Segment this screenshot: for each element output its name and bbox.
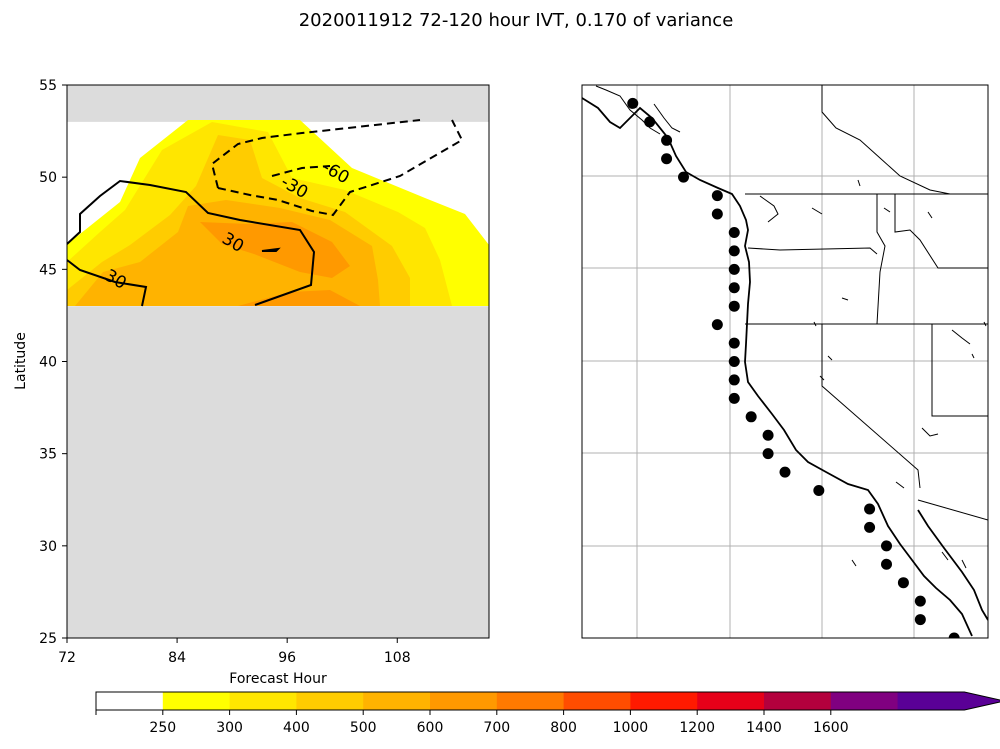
ivt-point [728,263,740,275]
y-tick-label: 45 [39,262,57,278]
left-y-axis: 25 30 35 40 45 50 55 [39,78,67,647]
y-axis-label: Latitude [13,332,29,390]
colorbar-tick-label: 250 [149,720,176,736]
ivt-point [745,411,757,423]
y-tick-label: 35 [39,447,57,463]
ivt-point [678,171,689,183]
ivt-point [914,595,926,607]
colorbar-segment [96,692,164,710]
ivt-point [949,651,960,662]
colorbar-segment [563,692,631,710]
colorbar-tick-label: 600 [417,720,444,736]
ivt-point [813,485,825,497]
ivt-point [711,319,723,331]
colorbar-segment [830,692,899,710]
colorbar-tick-label: 700 [483,720,510,736]
colorbar-outline [95,691,1000,711]
y-tick-label: 50 [39,170,57,186]
ivt-point [661,134,673,146]
ivt-fill-500 [75,200,380,306]
ivt-point [644,116,656,128]
ivt-point [728,282,740,294]
ivt-point [864,503,876,515]
ivt-point [728,226,740,238]
colorbar-tick-label: 1200 [679,720,715,736]
colorbar-tick-label: 800 [550,720,577,736]
colorbar-segment [697,692,765,710]
y-tick-label: 30 [39,539,57,555]
contour-negative-30-lower [217,119,464,217]
right-map-panel [581,84,989,662]
colorbar-segment [897,692,965,710]
colorbar-tick-label: 1400 [746,720,782,736]
ivt-point [779,466,791,478]
colorbar: 250 300 400 500 600 700 800 1000 1200 1400 1600 [95,691,1000,736]
ivt-point [914,614,926,626]
contour-negative-30 [210,119,421,189]
map-content [582,85,988,662]
contour-positive-small-loop [261,247,281,252]
y-tick-label: 25 [39,631,57,647]
colorbar-tick-label: 1600 [813,720,849,736]
y-tick-label: 55 [39,78,57,94]
x-tick-label: 84 [168,650,186,666]
contour-positive-30-west [67,259,148,307]
ivt-point [728,245,740,257]
colorbar-segment [229,692,297,710]
islands-and-lakes [595,85,987,569]
x-tick-label: 108 [384,650,411,666]
ivt-point [728,374,740,386]
colorbar-extend-arrow [964,692,1000,710]
colorbar-segment [363,692,431,710]
colorbar-segment [630,692,698,710]
colorbar-tick-label: 1000 [613,720,649,736]
ivt-point [881,540,892,552]
x-axis-label: Forecast Hour [229,671,327,687]
coastline [582,97,988,637]
ivt-fill-600-lower [238,290,360,306]
ivt-point [661,153,673,165]
ivt-point [948,632,960,638]
colorbar-segment [162,692,231,710]
ivt-point [881,558,892,570]
colorbar-tick-label: 300 [216,720,243,736]
right-axes-frame [581,84,989,639]
state-borders [745,85,988,521]
ivt-point [864,521,876,533]
x-tick-label: 72 [58,650,76,666]
ivt-point [762,448,774,460]
ivt-point [627,97,639,109]
x-tick-label: 96 [278,650,296,666]
left-x-axis: 72 84 96 108 [58,638,411,666]
ivt-point [711,208,723,220]
ivt-point [728,356,740,367]
ivt-point [728,392,740,404]
colorbar-segment [296,692,364,710]
contour-lines [67,119,464,307]
ivt-point [728,300,740,312]
contour-negative-60 [271,165,331,177]
ivt-point [762,429,774,441]
colorbar-tick-label: 400 [283,720,310,736]
ivt-points [627,97,960,662]
figure-title: 2020011912 72-120 hour IVT, 0.170 of var… [299,10,734,31]
colorbar-segment [430,692,498,710]
ivt-point [711,190,723,202]
colorbar-tick-label: 500 [350,720,377,736]
colorbar-segment [496,692,565,710]
ivt-point [728,337,740,349]
y-tick-label: 40 [39,355,57,371]
colorbar-segment [764,692,832,710]
ivt-point [897,577,909,589]
contour-positive-30-north [67,179,316,306]
